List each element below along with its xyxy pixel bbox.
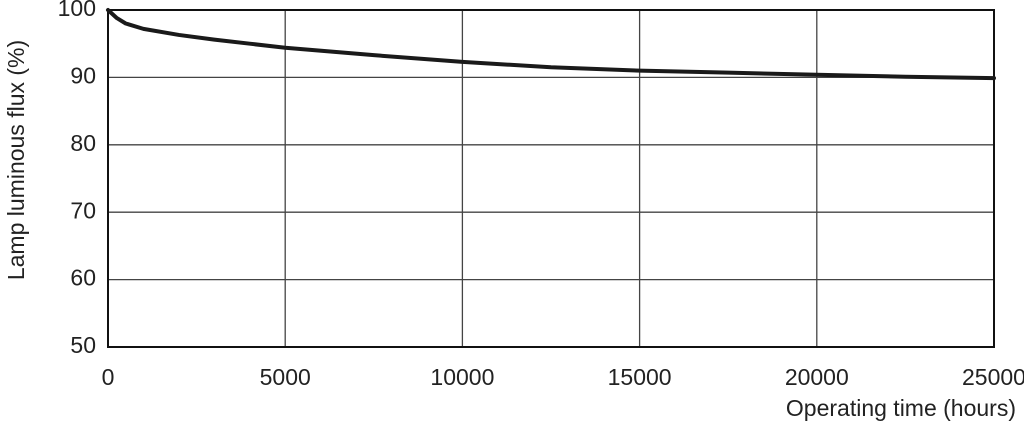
- x-tick-label: 5000: [260, 364, 311, 390]
- x-tick-label: 15000: [608, 364, 672, 390]
- y-tick-label: 60: [70, 265, 96, 291]
- x-axis-label: Operating time (hours): [786, 395, 1016, 421]
- y-axis-label: Lamp luminous flux (%): [3, 40, 29, 280]
- plot-frame: [107, 9, 995, 348]
- x-tick-label: 10000: [430, 364, 494, 390]
- data-line: [106, 8, 996, 81]
- x-tick-label: 0: [102, 364, 115, 390]
- y-tick-label: 100: [58, 0, 96, 21]
- y-tick-label: 90: [70, 62, 96, 88]
- x-tick-label: 20000: [785, 364, 849, 390]
- y-tick-label: 80: [70, 130, 96, 156]
- y-tick-label: 70: [70, 197, 96, 223]
- x-tick-label: 25000: [962, 364, 1024, 390]
- y-tick-label: 50: [70, 332, 96, 358]
